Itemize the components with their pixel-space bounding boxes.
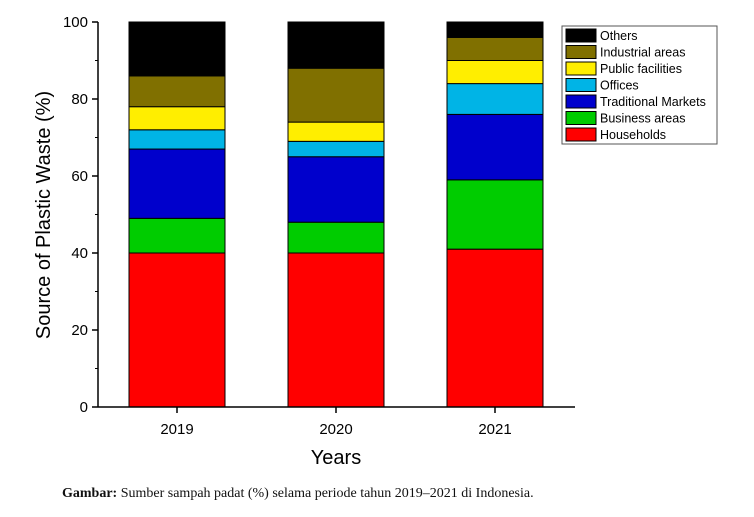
- y-tick-label: 100: [63, 14, 88, 31]
- bar-2021-offices: [446, 83, 544, 115]
- bar-2021-industrial-areas: [446, 36, 544, 62]
- legend-swatch-industrial-areas: [565, 45, 597, 59]
- bar-2020-households: [287, 252, 385, 408]
- legend-items: Others Industrial areas Public facilities O…: [565, 28, 706, 142]
- bar-2020-public-facilities: [287, 121, 385, 142]
- bar-2021-business-areas: [446, 179, 544, 250]
- bar-2019-others: [128, 21, 226, 77]
- legend-label: Traditional Markets: [600, 95, 706, 109]
- legend-swatch-public-facilities: [565, 61, 597, 76]
- y-tick-label: 60: [71, 168, 88, 185]
- stacked-bar-chart: 0 20 40 60 80 100 2019 2020 2021 Source of Plas…: [33, 14, 718, 469]
- legend-swatch-business-areas: [565, 111, 597, 125]
- y-axis-title: Source of Plastic Waste (%): [33, 91, 55, 339]
- x-tick-label: 2019: [160, 421, 193, 438]
- bar-2021-public-facilities: [446, 60, 544, 85]
- y-tick-label: 0: [80, 399, 88, 416]
- bar-2019-households: [128, 252, 226, 408]
- bar-2019-business-areas: [128, 217, 226, 254]
- bar-2020-traditional-markets: [287, 156, 385, 223]
- legend-label: Offices: [600, 79, 639, 93]
- legend-label: Households: [600, 128, 666, 142]
- legend-swatch-traditional-markets: [565, 94, 597, 109]
- legend-swatch-offices: [565, 78, 597, 92]
- caption-lead: Gambar:: [62, 486, 118, 501]
- bar-2019-industrial-areas: [128, 75, 226, 108]
- bar-2019-offices: [128, 129, 226, 150]
- bar-2021-households: [446, 248, 544, 408]
- bar-2020-business-areas: [287, 221, 385, 254]
- bar-2019-public-facilities: [128, 106, 226, 131]
- x-tick-label: 2021: [478, 421, 511, 438]
- y-tick-label: 40: [71, 245, 88, 262]
- bar-2020-industrial-areas: [287, 67, 385, 123]
- bar-2020-others: [287, 21, 385, 69]
- legend: Others Industrial areas Public facilities O…: [561, 25, 718, 145]
- legend-swatch-households: [565, 127, 597, 142]
- y-ticks-group: 0 20 40 60 80 100: [63, 14, 98, 416]
- caption-text: Sumber sampah padat (%) selama periode t…: [117, 486, 534, 501]
- legend-swatch-others: [565, 28, 597, 43]
- bar-2021-traditional-markets: [446, 113, 544, 181]
- figure-caption: Gambar: Sumber sampah padat (%) selama p…: [62, 486, 534, 502]
- legend-label: Industrial areas: [600, 46, 685, 60]
- bar-2020-offices: [287, 140, 385, 158]
- bar-2021-others: [446, 21, 544, 38]
- x-axis-title: Years: [311, 447, 361, 469]
- legend-label: Business areas: [600, 112, 685, 126]
- y-tick-label: 20: [71, 322, 88, 339]
- x-ticks-group: 2019 2020 2021: [160, 407, 512, 438]
- bars-group: [128, 21, 544, 408]
- y-tick-label: 80: [71, 91, 88, 108]
- legend-label: Public facilities: [600, 62, 682, 76]
- legend-label: Others: [600, 29, 638, 43]
- bar-2019-traditional-markets: [128, 148, 226, 219]
- x-tick-label: 2020: [319, 421, 352, 438]
